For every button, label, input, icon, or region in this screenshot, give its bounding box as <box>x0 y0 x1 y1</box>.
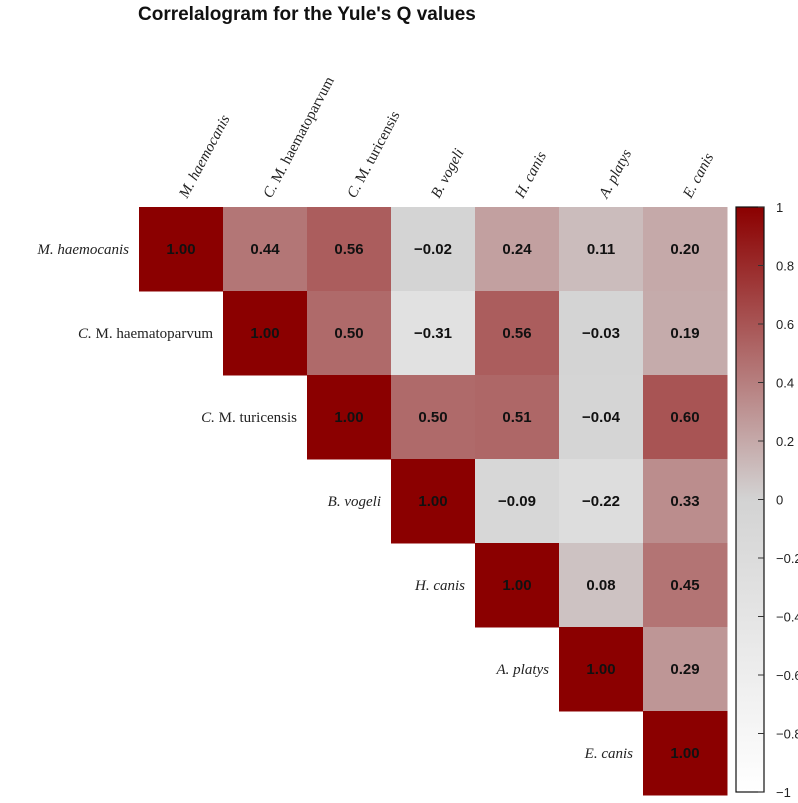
heatmap-cell <box>643 627 728 712</box>
column-label: C. M. turicensis <box>344 109 403 201</box>
heatmap-cell <box>391 459 476 544</box>
colorbar-tick-label: 0.2 <box>776 434 794 449</box>
colorbar-tick-label: −0.4 <box>776 610 798 625</box>
column-label: M. haemocanis <box>176 112 234 201</box>
column-label: C. M. haematoparvum <box>260 74 338 201</box>
row-label: M. haemocanis <box>36 242 129 258</box>
cell-value-label: 1.00 <box>166 241 195 258</box>
colorbar-tick-label: −0.8 <box>776 727 798 742</box>
row-label: C. M. turicensis <box>201 410 297 426</box>
cell-value-label: 0.45 <box>670 577 699 594</box>
cell-value-label: 0.11 <box>587 241 615 258</box>
cell-value-label: 1.00 <box>418 493 447 510</box>
cell-value-label: 0.51 <box>502 409 531 426</box>
row-label: E. canis <box>584 746 633 762</box>
heatmap-cell <box>643 291 728 376</box>
heatmap-cell <box>307 207 392 292</box>
heatmap-cell <box>391 207 476 292</box>
cell-value-label: 1.00 <box>334 409 363 426</box>
cell-value-label: 0.60 <box>670 409 699 426</box>
row-label: B. vogeli <box>328 494 381 510</box>
heatmap-cell <box>559 459 644 544</box>
cell-value-label: 1.00 <box>250 325 279 342</box>
heatmap-cell <box>559 207 644 292</box>
heatmap-cell <box>391 291 476 376</box>
cell-value-label: −0.04 <box>582 409 621 426</box>
cell-value-label: 0.50 <box>334 325 363 342</box>
cell-value-label: 0.44 <box>250 241 280 258</box>
heatmap-cell <box>643 207 728 292</box>
heatmap-cell <box>475 291 560 376</box>
colorbar-tick-label: 0 <box>776 493 783 508</box>
colorbar-tick-label: 0.4 <box>776 376 794 391</box>
heatmap-cell <box>139 207 224 292</box>
heatmap-cell <box>475 459 560 544</box>
heatmap-cell <box>559 627 644 712</box>
cell-value-label: 0.24 <box>502 241 532 258</box>
column-label: H. canis <box>512 149 550 202</box>
cell-value-label: −0.22 <box>582 493 620 510</box>
heatmap-cell <box>643 375 728 460</box>
heatmap-cell <box>391 375 476 460</box>
cell-value-label: −0.02 <box>414 241 452 258</box>
row-label: A. platys <box>495 662 549 678</box>
heatmap-cell <box>475 375 560 460</box>
heatmap-cell <box>559 291 644 376</box>
chart-title: Correlalogram for the Yule's Q values <box>138 4 476 25</box>
heatmap-cell <box>643 459 728 544</box>
row-label: C. M. haematoparvum <box>78 326 213 342</box>
cell-value-label: 0.50 <box>418 409 447 426</box>
colorbar-tick-label: 0.8 <box>776 259 794 274</box>
cell-value-label: 0.56 <box>502 325 531 342</box>
cell-value-label: 0.19 <box>670 325 699 342</box>
cell-value-label: 1.00 <box>586 661 615 678</box>
heatmap-cell <box>223 207 308 292</box>
cell-value-label: 1.00 <box>502 577 531 594</box>
heatmap-cell <box>475 207 560 292</box>
cell-value-label: 0.29 <box>670 661 699 678</box>
column-label: E. canis <box>680 151 717 202</box>
cell-value-label: 0.08 <box>586 577 615 594</box>
heatmap-cell <box>223 291 308 376</box>
heatmap-cell <box>475 543 560 628</box>
heatmap-cell <box>559 543 644 628</box>
colorbar-tick-label: 0.6 <box>776 317 794 332</box>
cell-value-label: 0.20 <box>670 241 699 258</box>
heatmap-cell <box>307 291 392 376</box>
heatmap-cell <box>559 375 644 460</box>
cell-value-label: 1.00 <box>670 745 699 762</box>
cell-value-label: −0.03 <box>582 325 620 342</box>
colorbar-tick-label: 1 <box>776 200 783 215</box>
heatmap-cell <box>307 375 392 460</box>
colorbar: 1 0.8 0.6 0.4 0.2 0 −0.2 −0.4 −0.6 −0.8 −1 <box>735 200 798 800</box>
row-label: H. canis <box>414 578 465 594</box>
cell-value-label: −0.09 <box>498 493 536 510</box>
heatmap-cell <box>643 543 728 628</box>
heatmap-cell <box>643 711 728 796</box>
cell-value-label: −0.31 <box>414 325 452 342</box>
column-label: B. vogeli <box>428 146 467 201</box>
colorbar-tick-label: −0.2 <box>776 551 798 566</box>
colorbar-tick-label: −0.6 <box>776 668 798 683</box>
cell-value-label: 0.33 <box>670 493 699 510</box>
heatmap-cells: 1.00 0.44 0.56 −0.02 0.24 0.11 0.20 1.00 0.50 −0.… <box>139 207 728 796</box>
column-label: A. platys <box>596 147 635 202</box>
row-labels: M. haemocanis C. M. haematoparvum C. M. tu… <box>36 242 633 762</box>
cell-value-label: 0.56 <box>334 241 363 258</box>
colorbar-tick-label: −1 <box>776 785 791 800</box>
